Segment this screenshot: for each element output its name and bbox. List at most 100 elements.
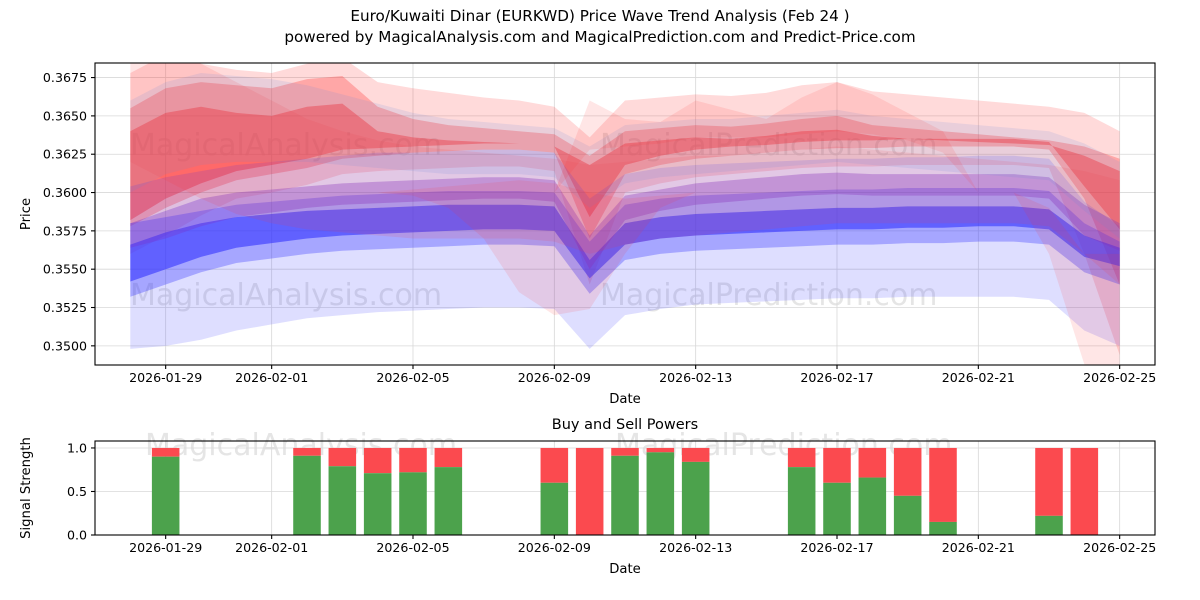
x-tick-label: 2026-02-17 xyxy=(800,540,873,555)
buy-segment xyxy=(363,473,392,535)
wave-band-overlap-purple-band xyxy=(130,172,1120,270)
sell-segment xyxy=(611,447,639,456)
x-tick-label: 2026-02-13 xyxy=(659,370,732,385)
sell-segment xyxy=(363,447,392,474)
power-bar xyxy=(151,447,180,535)
x-tick-label: 2026-02-05 xyxy=(376,540,449,555)
y-tick-label: 0.3525 xyxy=(43,300,87,315)
wave-band-lower-blue-band-core xyxy=(130,204,1120,282)
buy-segment xyxy=(293,455,321,535)
buy-segment xyxy=(858,477,887,535)
y-tick-label: 0.3650 xyxy=(43,108,87,123)
y-tick-label: 0.3500 xyxy=(43,338,87,353)
buy-segment xyxy=(787,467,816,535)
price-axes xyxy=(91,62,1156,369)
power-bar xyxy=(823,447,851,535)
x-tick-label: 2026-01-29 xyxy=(129,370,202,385)
sell-segment xyxy=(540,447,569,483)
power-bar xyxy=(893,447,922,535)
power-bar xyxy=(611,447,639,535)
buy-segment xyxy=(1035,515,1063,535)
wave-band-upper-red-band-core xyxy=(130,103,1120,230)
price-tick-labels: 0.3500 0.3525 0.3550 0.3575 0.3600 0.3625 0.36… xyxy=(43,70,1156,385)
x-tick-label: 2026-02-25 xyxy=(1083,540,1156,555)
power-bar xyxy=(1035,447,1063,535)
y-tick-label: 0.3675 xyxy=(43,70,87,85)
wave-band-faint-red-dip-spike xyxy=(130,180,1120,316)
power-bar xyxy=(575,447,604,535)
power-bar xyxy=(363,447,392,535)
power-bar xyxy=(328,447,357,535)
sell-segment xyxy=(399,447,427,473)
wave-band-upper-red-band-mid xyxy=(130,76,1120,285)
price-wave-bands xyxy=(130,63,1120,365)
y-tick-label: 1.0 xyxy=(67,440,87,455)
sell-segment xyxy=(681,447,710,462)
power-bar xyxy=(540,447,569,535)
watermark-text: MagicalAnalysis.com xyxy=(130,128,442,163)
power-bar xyxy=(858,447,887,535)
power-y-axis-title: Signal Strength xyxy=(19,437,34,539)
power-bar xyxy=(434,447,463,535)
sell-segment xyxy=(823,447,851,483)
sell-segment xyxy=(893,447,922,496)
price-y-axis-title: Price xyxy=(19,198,34,230)
sell-segment xyxy=(1035,447,1063,516)
x-tick-label: 2026-02-21 xyxy=(942,370,1015,385)
y-tick-label: 0.3575 xyxy=(43,223,87,238)
sell-segment xyxy=(646,447,675,453)
buy-segment xyxy=(434,467,463,535)
power-bar xyxy=(399,447,427,535)
buy-segment xyxy=(893,495,922,535)
buy-sell-powers-plot: Buy and Sell Powers 0.0 0.5 1.0 2026-01-29 2… xyxy=(19,417,1156,577)
buy-segment xyxy=(540,482,569,535)
y-tick-label: 0.3625 xyxy=(43,147,87,162)
watermark-text: MagicalPrediction.com xyxy=(600,128,938,163)
wave-band-diagonal-red-streak-left xyxy=(130,63,1120,285)
sell-segment xyxy=(858,447,887,478)
sell-segment xyxy=(328,447,357,467)
y-tick-label: 0.5 xyxy=(67,484,87,499)
power-bar xyxy=(929,447,957,535)
wave-band-pale-blue-streak xyxy=(130,72,1120,239)
power-axes xyxy=(91,440,1156,539)
x-tick-label: 2026-02-25 xyxy=(1083,370,1156,385)
power-bar xyxy=(646,447,675,535)
x-tick-label: 2026-02-01 xyxy=(235,370,308,385)
buy-segment xyxy=(399,472,427,535)
x-tick-label: 2026-02-09 xyxy=(518,370,591,385)
sell-segment xyxy=(434,447,463,468)
x-tick-label: 2026-02-01 xyxy=(235,540,308,555)
wave-band-faint-red-hump-mid xyxy=(130,82,1120,193)
buy-segment xyxy=(646,452,675,535)
buy-segment xyxy=(681,461,710,535)
power-bar xyxy=(293,447,321,535)
x-tick-label: 2026-02-21 xyxy=(942,540,1015,555)
price-x-axis-title: Date xyxy=(609,392,641,407)
y-tick-label: 0.3600 xyxy=(43,185,87,200)
sell-segment xyxy=(929,447,957,522)
x-tick-label: 2026-02-09 xyxy=(518,540,591,555)
sell-segment xyxy=(1070,447,1099,535)
buy-segment xyxy=(328,466,357,535)
y-tick-label: 0.0 xyxy=(67,528,87,543)
power-bar xyxy=(787,447,816,535)
y-tick-label: 0.3550 xyxy=(43,262,87,277)
x-tick-label: 2026-02-05 xyxy=(376,370,449,385)
price-wave-plot: 0.3500 0.3525 0.3550 0.3575 0.3600 0.3625 0.36… xyxy=(19,62,1156,407)
sell-segment xyxy=(151,447,180,457)
wave-band-lower-blue-band-outer xyxy=(130,149,1120,349)
power-bar-series xyxy=(151,447,1099,535)
buy-segment xyxy=(929,521,957,535)
power-bar xyxy=(681,447,710,535)
buy-segment xyxy=(823,482,851,535)
buy-segment xyxy=(151,456,180,535)
sell-segment xyxy=(575,447,604,535)
buy-sell-powers-title: Buy and Sell Powers xyxy=(552,417,698,433)
power-x-axis-title: Date xyxy=(609,562,641,577)
buy-segment xyxy=(611,455,639,535)
x-tick-label: 2026-01-29 xyxy=(129,540,202,555)
wave-band-upper-red-band-outer xyxy=(130,63,1120,356)
